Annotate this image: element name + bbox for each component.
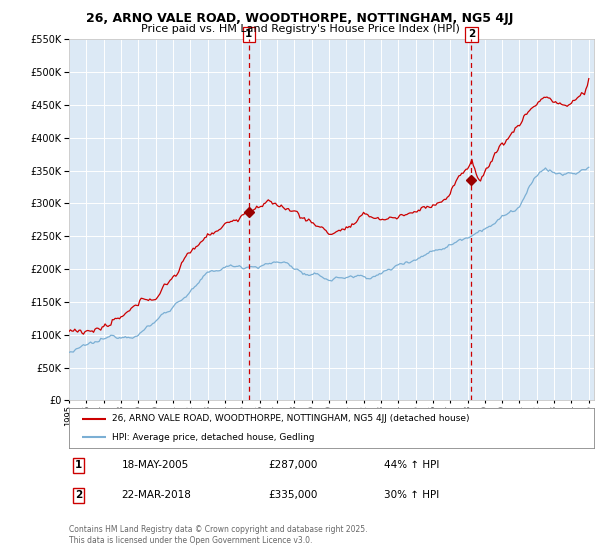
Text: 18-MAY-2005: 18-MAY-2005 — [121, 460, 189, 470]
Text: £335,000: £335,000 — [269, 491, 318, 501]
Text: 30% ↑ HPI: 30% ↑ HPI — [384, 491, 439, 501]
Text: Price paid vs. HM Land Registry's House Price Index (HPI): Price paid vs. HM Land Registry's House … — [140, 24, 460, 34]
Text: 44% ↑ HPI: 44% ↑ HPI — [384, 460, 439, 470]
Text: Contains HM Land Registry data © Crown copyright and database right 2025.
This d: Contains HM Land Registry data © Crown c… — [69, 525, 367, 545]
Text: 26, ARNO VALE ROAD, WOODTHORPE, NOTTINGHAM, NG5 4JJ: 26, ARNO VALE ROAD, WOODTHORPE, NOTTINGH… — [86, 12, 514, 25]
Text: £287,000: £287,000 — [269, 460, 318, 470]
Text: 2: 2 — [75, 491, 82, 501]
Text: 26, ARNO VALE ROAD, WOODTHORPE, NOTTINGHAM, NG5 4JJ (detached house): 26, ARNO VALE ROAD, WOODTHORPE, NOTTINGH… — [112, 414, 470, 423]
Text: 1: 1 — [75, 460, 82, 470]
Text: HPI: Average price, detached house, Gedling: HPI: Average price, detached house, Gedl… — [112, 433, 314, 442]
Text: 22-MAR-2018: 22-MAR-2018 — [121, 491, 191, 501]
Text: 2: 2 — [468, 29, 475, 39]
Text: 1: 1 — [245, 29, 253, 39]
